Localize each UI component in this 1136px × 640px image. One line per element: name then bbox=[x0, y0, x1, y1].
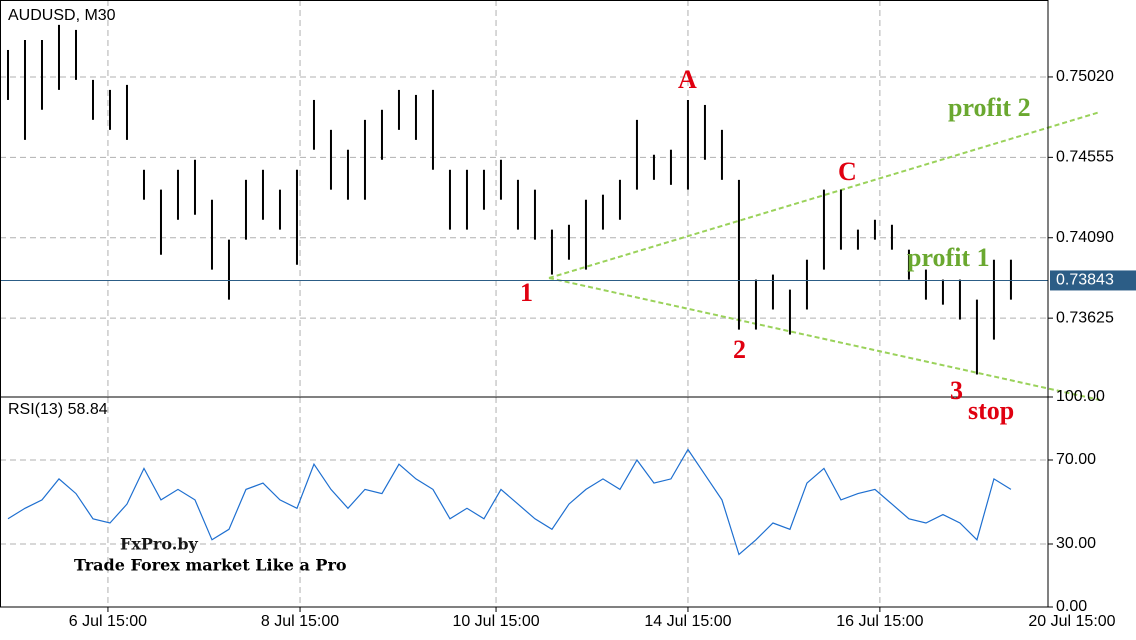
frame bbox=[0, 0, 1049, 608]
y-tick-label: 30.00 bbox=[1056, 535, 1096, 552]
rsi-title: RSI(13) 58.84 bbox=[8, 401, 108, 418]
last-price-label: 0.73843 bbox=[1056, 272, 1114, 289]
annotation: A bbox=[678, 65, 697, 94]
annotation: 3 bbox=[950, 376, 963, 405]
watermark-logo: FxPro.by bbox=[120, 535, 199, 554]
grid bbox=[0, 0, 1048, 607]
x-tick-label: 10 Jul 15:00 bbox=[452, 613, 539, 630]
annotation: 1 bbox=[520, 278, 533, 307]
x-tick-label: 20 Jul 15:00 bbox=[1028, 613, 1115, 630]
x-tick-label: 16 Jul 15:00 bbox=[836, 613, 923, 630]
y-tick-label: 70.00 bbox=[1056, 451, 1096, 468]
annotation: profit 1 bbox=[907, 243, 990, 272]
trend-line bbox=[548, 277, 1101, 401]
rsi-line bbox=[7, 448, 1012, 556]
y-tick-label: 0.00 bbox=[1056, 598, 1087, 615]
y-tick-label: 0.74090 bbox=[1056, 229, 1114, 246]
last-price-box bbox=[1050, 270, 1136, 291]
x-tick-label: 14 Jul 15:00 bbox=[644, 613, 731, 630]
y-tick-label: 100.00 bbox=[1056, 388, 1105, 405]
y-tick-label: 0.74555 bbox=[1056, 149, 1114, 166]
annotation: C bbox=[838, 157, 857, 186]
y-tick-label: 0.75020 bbox=[1056, 68, 1114, 85]
x-tick-label: 8 Jul 15:00 bbox=[261, 613, 339, 630]
plot bbox=[0, 24, 1048, 556]
chart-title: AUDUSD, M30 bbox=[8, 7, 116, 24]
watermark-slogan: Trade Forex market Like a Pro bbox=[74, 556, 347, 575]
x-tick-label: 6 Jul 15:00 bbox=[69, 613, 147, 630]
y-tick-label: 0.73625 bbox=[1056, 309, 1114, 326]
annotation: stop bbox=[968, 396, 1014, 425]
annotation: profit 2 bbox=[948, 93, 1031, 122]
annotation: 2 bbox=[733, 335, 746, 364]
